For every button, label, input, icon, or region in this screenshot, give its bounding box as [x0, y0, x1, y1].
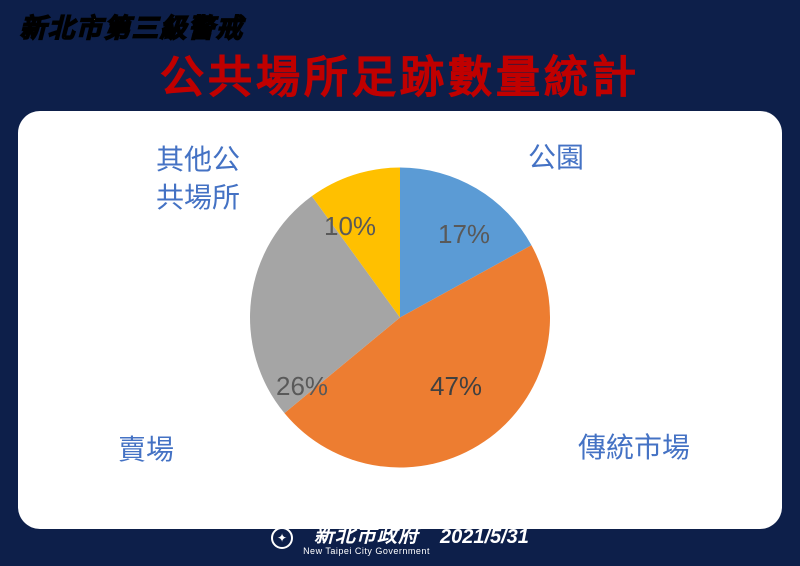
slice-label: 賣場 — [118, 431, 174, 469]
footer-date: 2021/5/31 — [440, 526, 529, 549]
slice-percent: 26% — [276, 371, 328, 402]
pie-chart — [250, 168, 550, 473]
page-title: 公共場所足跡數量統計 — [20, 41, 780, 105]
footer-org: 新北市政府 New Taipei City Government — [303, 519, 430, 556]
slice-percent: 47% — [430, 371, 482, 402]
header: 新北市第三級警戒 公共場所足跡數量統計 — [0, 0, 800, 105]
slice-label: 公園 — [528, 139, 584, 177]
slice-label: 其他公 共場所 — [156, 141, 240, 217]
page-subtitle: 新北市第三級警戒 — [20, 8, 780, 45]
footer: ✦ 新北市政府 New Taipei City Government 2021/… — [0, 519, 800, 556]
slice-label: 傳統市場 — [578, 429, 690, 467]
slice-percent: 17% — [438, 219, 490, 250]
gov-logo-icon: ✦ — [271, 527, 293, 549]
slice-percent: 10% — [324, 211, 376, 242]
chart-card: 公園 17% 傳統市場 47% 賣場 26% 其他公 共場所 10% — [18, 111, 782, 529]
